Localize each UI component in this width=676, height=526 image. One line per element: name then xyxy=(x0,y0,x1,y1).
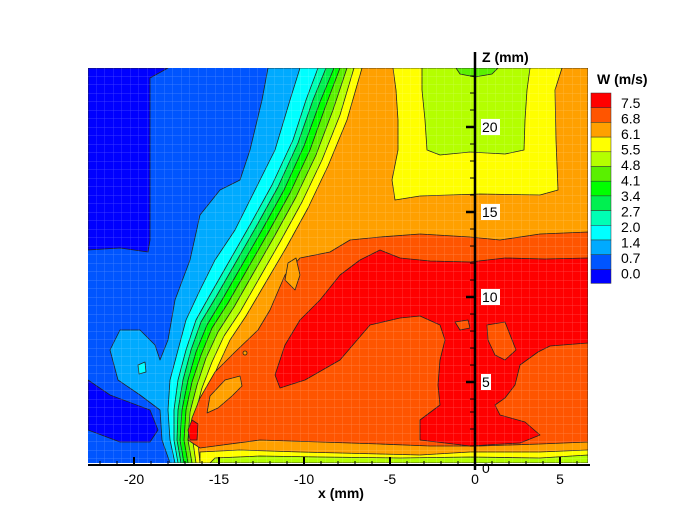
legend-level: 0.0 xyxy=(621,266,641,282)
legend-level: 3.4 xyxy=(621,188,641,204)
legend-level: 6.8 xyxy=(621,111,641,127)
x-tick-label: -5 xyxy=(384,471,397,487)
x-axis-label: x (mm) xyxy=(318,485,364,501)
z-tick-label: 5 xyxy=(482,374,490,390)
x-tick-label: -10 xyxy=(294,471,314,487)
legend-level: 1.4 xyxy=(621,235,641,251)
legend-title: W (m/s) xyxy=(597,71,648,87)
z-axis-label: Z (mm) xyxy=(482,49,529,65)
z-axis: 0 5 10 15 20 Z (mm) xyxy=(466,49,529,476)
x-axis: -20 -15 -10 -5 0 5 x (mm) xyxy=(88,457,590,501)
legend: W (m/s) 7.5 6.8 6.1 5.5 4.8 4.1 3.4 2.7 xyxy=(590,71,648,284)
x-tick-label: 0 xyxy=(471,471,479,487)
x-tick-label: 5 xyxy=(556,471,564,487)
z-tick-label: 20 xyxy=(482,119,498,135)
legend-level: 0.7 xyxy=(621,250,641,266)
x-tick-label: -20 xyxy=(124,471,144,487)
legend-level: 2.7 xyxy=(621,204,641,220)
z-tick-label: 0 xyxy=(482,460,490,476)
legend-level: 6.1 xyxy=(621,126,641,142)
legend-level: 4.1 xyxy=(621,173,641,189)
plot-area xyxy=(88,68,588,463)
legend-level: 4.8 xyxy=(621,157,641,173)
legend-level: 7.5 xyxy=(621,95,641,111)
x-tick-label: -15 xyxy=(209,471,229,487)
z-tick-label: 10 xyxy=(482,289,498,305)
z-tick-label: 15 xyxy=(482,204,498,220)
legend-level: 2.0 xyxy=(621,219,641,235)
legend-level: 5.5 xyxy=(621,142,641,158)
